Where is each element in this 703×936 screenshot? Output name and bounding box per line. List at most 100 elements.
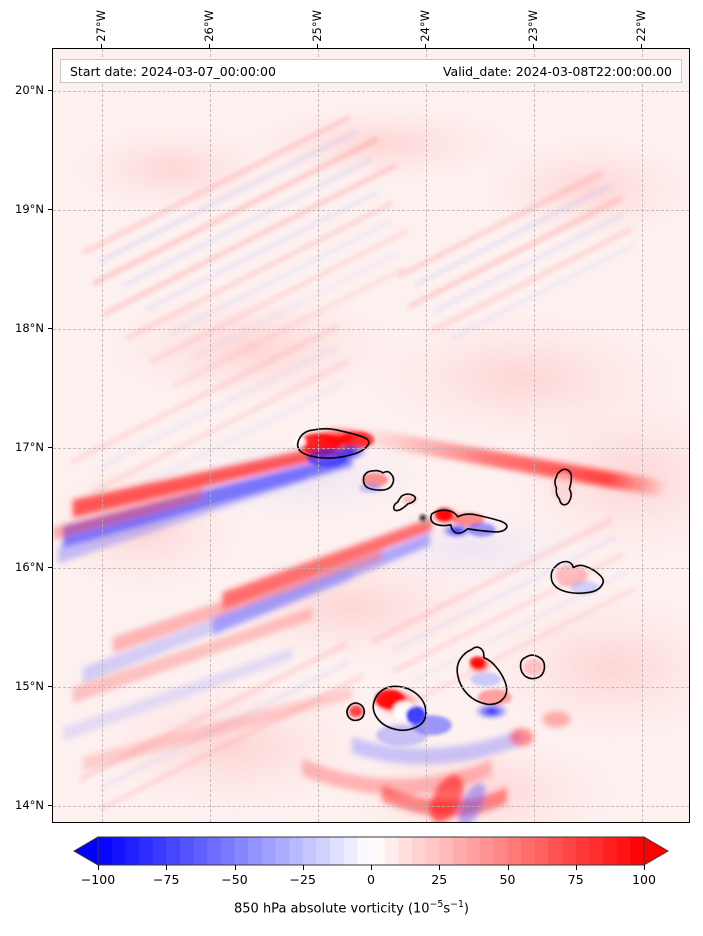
start-date-label: Start date: 2024-03-07_00:00:00 — [70, 63, 276, 79]
colorbar-tick-label: −100 — [80, 872, 116, 887]
lon-tick — [425, 44, 427, 48]
lat-tick-label: 19°N — [15, 201, 44, 216]
colorbar-exp-1: −5 — [429, 899, 444, 910]
lat-tick — [48, 328, 52, 330]
lat-tick — [48, 208, 52, 210]
colorbar-cell — [111, 837, 126, 865]
lon-tick-label: 23°W — [526, 10, 541, 42]
colorbar-tick — [575, 865, 577, 870]
coastlines — [296, 427, 605, 732]
gridline-lat — [53, 806, 689, 808]
colorbar-cell — [261, 837, 277, 865]
colorbar-cell — [411, 837, 427, 865]
gridline-lon — [642, 49, 644, 822]
colorbar-tick-label: 75 — [567, 872, 584, 887]
colorbar-tick — [234, 865, 236, 870]
colorbar-cell — [452, 837, 468, 865]
gridline-lon — [317, 49, 319, 822]
colorbar-title-main: 850 hPa absolute vorticity (10 — [234, 901, 430, 917]
colorbar-cell — [207, 837, 222, 865]
colorbar-cell — [179, 837, 195, 865]
lon-tick — [316, 44, 318, 48]
lat-tick — [48, 89, 52, 91]
lat-tick — [48, 566, 52, 568]
colorbar-cell — [398, 837, 413, 865]
colorbar-cell — [357, 837, 372, 865]
colorbar-cell — [630, 837, 645, 865]
colorbar-cell — [343, 837, 358, 865]
lat-tick-label: 17°N — [15, 440, 44, 455]
colorbar-title: 850 hPa absolute vorticity (10−5s−1) — [0, 899, 703, 916]
colorbar-cell — [152, 837, 167, 865]
lat-tick-label: 16°N — [15, 559, 44, 574]
colorbar-extend-low — [73, 836, 99, 866]
colorbar-cell — [521, 837, 536, 865]
colorbar-exp-2: −1 — [450, 899, 464, 910]
colorbar-tick-label: −50 — [221, 872, 248, 887]
gridline-lon — [534, 49, 536, 822]
gridline-lon — [209, 49, 211, 822]
gridline-lat — [53, 329, 689, 331]
lat-tick — [48, 447, 52, 449]
colorbar-title-end: ) — [463, 901, 469, 917]
colorbar-cell — [220, 837, 236, 865]
lon-tick-label: 25°W — [309, 10, 324, 42]
lon-tick — [100, 44, 102, 48]
gridline-lat — [53, 448, 689, 450]
colorbar-tick-label: −25 — [289, 872, 316, 887]
colorbar-cell — [439, 837, 454, 865]
colorbar-cell — [425, 837, 440, 865]
colorbar-cell — [548, 837, 563, 865]
colorbar-cell — [316, 837, 331, 865]
colorbar-cell — [603, 837, 618, 865]
colorbar-cell — [466, 837, 481, 865]
colorbar-extend-high — [643, 836, 669, 866]
colorbar-cell — [575, 837, 590, 865]
colorbar-cell — [493, 837, 509, 865]
colorbar-tick-label: 50 — [499, 872, 516, 887]
lon-tick — [208, 44, 210, 48]
colorbar-cell — [562, 837, 577, 865]
colorbar-cell — [138, 837, 154, 865]
colorbar-tick-label: 25 — [431, 872, 448, 887]
lon-tick — [533, 44, 535, 48]
colorbar-cell — [98, 837, 113, 865]
colorbar[interactable]: −100 −75 −50 −25 0 25 50 75 100 — [52, 836, 690, 887]
colorbar-cell — [125, 837, 140, 865]
gridline-lat — [53, 567, 689, 569]
vorticity-field — [53, 49, 689, 822]
colorbar-title-mid: s — [443, 901, 451, 917]
colorbar-tick-label: 100 — [632, 872, 656, 887]
gridline-lat — [53, 209, 689, 211]
lon-tick-label: 26°W — [201, 10, 216, 42]
colorbar-tick — [98, 865, 99, 870]
colorbar-cell — [616, 837, 631, 865]
colorbar-cell — [507, 837, 522, 865]
gridline-lon — [426, 49, 428, 822]
lat-tick-label: 20°N — [15, 82, 44, 97]
lat-tick-label: 18°N — [15, 321, 44, 336]
lon-tick-label: 24°W — [418, 10, 433, 42]
colorbar-cell — [234, 837, 249, 865]
colorbar-cell — [371, 837, 386, 865]
colorbar-cell — [330, 837, 345, 865]
lat-tick-label: 14°N — [15, 798, 44, 813]
colorbar-cells — [98, 837, 645, 865]
lat-tick — [48, 805, 52, 807]
colorbar-tick-label: −75 — [153, 872, 180, 887]
colorbar-tick — [302, 865, 304, 870]
map-plot-area[interactable] — [52, 48, 690, 823]
colorbar-tick — [644, 865, 645, 870]
colorbar-cell — [275, 837, 290, 865]
colorbar-tick — [166, 865, 168, 870]
gridline-lat — [53, 686, 689, 688]
colorbar-cell — [534, 837, 550, 865]
colorbar-cell — [480, 837, 495, 865]
colorbar-cell — [166, 837, 181, 865]
colorbar-cell — [193, 837, 208, 865]
colorbar-tick-label: 0 — [367, 872, 375, 887]
lat-tick-label: 15°N — [15, 678, 44, 693]
gridline-lon — [101, 49, 103, 822]
gridline-lat — [53, 90, 689, 92]
colorbar-cell — [289, 837, 304, 865]
